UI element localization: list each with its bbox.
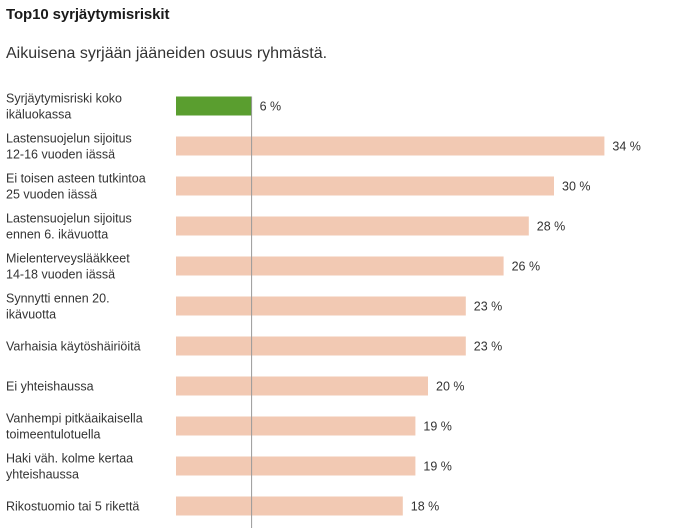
bar-3 [176, 216, 529, 236]
chart-subtitle: Aikuisena syrjään jääneiden osuus ryhmäs… [6, 45, 328, 62]
bar-2 [176, 176, 554, 196]
bar-9 [176, 456, 416, 476]
category-label-line: Lastensuojelun sijoitus [6, 212, 132, 226]
category-label-line: Synnytti ennen 20. [6, 292, 110, 306]
category-label-10: Rikostuomio tai 5 rikettä [6, 500, 139, 514]
category-label-7: Ei yhteishaussa [6, 380, 94, 394]
category-label-line: Lastensuojelun sijoitus [6, 132, 132, 146]
chart-title: Top10 syrjäytymisriskit [6, 6, 170, 23]
category-labels-group: Syrjäytymisriski koko ikäluokassa Lastensu… [6, 92, 146, 514]
value-label-1: 34 % [612, 140, 641, 154]
category-label-line: Vanhempi pitkäaikaisella [6, 412, 143, 426]
value-label-10: 18 % [411, 500, 440, 514]
bar-7 [176, 376, 428, 396]
bar-0 [176, 96, 252, 116]
value-label-4: 26 % [512, 260, 540, 274]
category-label-0: Syrjäytymisriski koko ikäluokassa [6, 92, 122, 122]
value-label-9: 19 % [423, 460, 452, 474]
value-label-8: 19 % [423, 420, 452, 434]
value-label-5: 23 % [474, 300, 503, 314]
category-label-line: Haki väh. kolme kertaa [6, 452, 133, 466]
value-label-0: 6 % [260, 100, 282, 114]
category-label-line: ikävuotta [6, 308, 56, 322]
category-label-line: 14-18 vuoden iässä [6, 268, 115, 282]
category-label-line: Ei yhteishaussa [6, 380, 94, 394]
category-label-line: ikäluokassa [6, 108, 71, 122]
value-label-6: 23 % [474, 340, 503, 354]
bar-10 [176, 496, 403, 516]
bar-1 [176, 136, 605, 156]
category-label-6: Varhaisia käytöshäiriöitä [6, 340, 141, 354]
value-label-3: 28 % [537, 220, 566, 234]
category-label-line: 25 vuoden iässä [6, 188, 97, 202]
category-label-line: Syrjäytymisriski koko [6, 92, 122, 106]
category-label-line: toimeentulotuella [6, 428, 101, 442]
category-label-9: Haki väh. kolme kertaa yhteishaussa [6, 452, 133, 482]
category-label-line: ennen 6. ikävuotta [6, 228, 108, 242]
bar-6 [176, 336, 466, 356]
category-label-line: 12-16 vuoden iässä [6, 148, 115, 162]
category-label-4: Mielenterveyslääkkeet 14-18 vuoden iässä [6, 252, 130, 282]
value-label-7: 20 % [436, 380, 465, 394]
category-label-line: Mielenterveyslääkkeet [6, 252, 130, 266]
category-label-8: Vanhempi pitkäaikaisella toimeentulotuell… [6, 412, 143, 442]
value-labels-group: 6 % 34 % 30 % 28 % 26 % 23 % 23 % 20 % 19 % 19 % 1… [260, 100, 641, 514]
bars-group [176, 96, 605, 516]
value-label-2: 30 % [562, 180, 591, 194]
category-label-1: Lastensuojelun sijoitus 12-16 vuoden iäss… [6, 132, 132, 162]
bar-4 [176, 256, 504, 276]
category-label-line: yhteishaussa [6, 468, 79, 482]
category-label-5: Synnytti ennen 20. ikävuotta [6, 292, 110, 322]
category-label-line: Varhaisia käytöshäiriöitä [6, 340, 141, 354]
bar-8 [176, 416, 416, 436]
category-label-2: Ei toisen asteen tutkintoa 25 vuoden iäss… [6, 172, 146, 202]
category-label-line: Ei toisen asteen tutkintoa [6, 172, 146, 186]
bar-5 [176, 296, 466, 316]
category-label-3: Lastensuojelun sijoitus ennen 6. ikävuott… [6, 212, 132, 242]
category-label-line: Rikostuomio tai 5 rikettä [6, 500, 139, 514]
